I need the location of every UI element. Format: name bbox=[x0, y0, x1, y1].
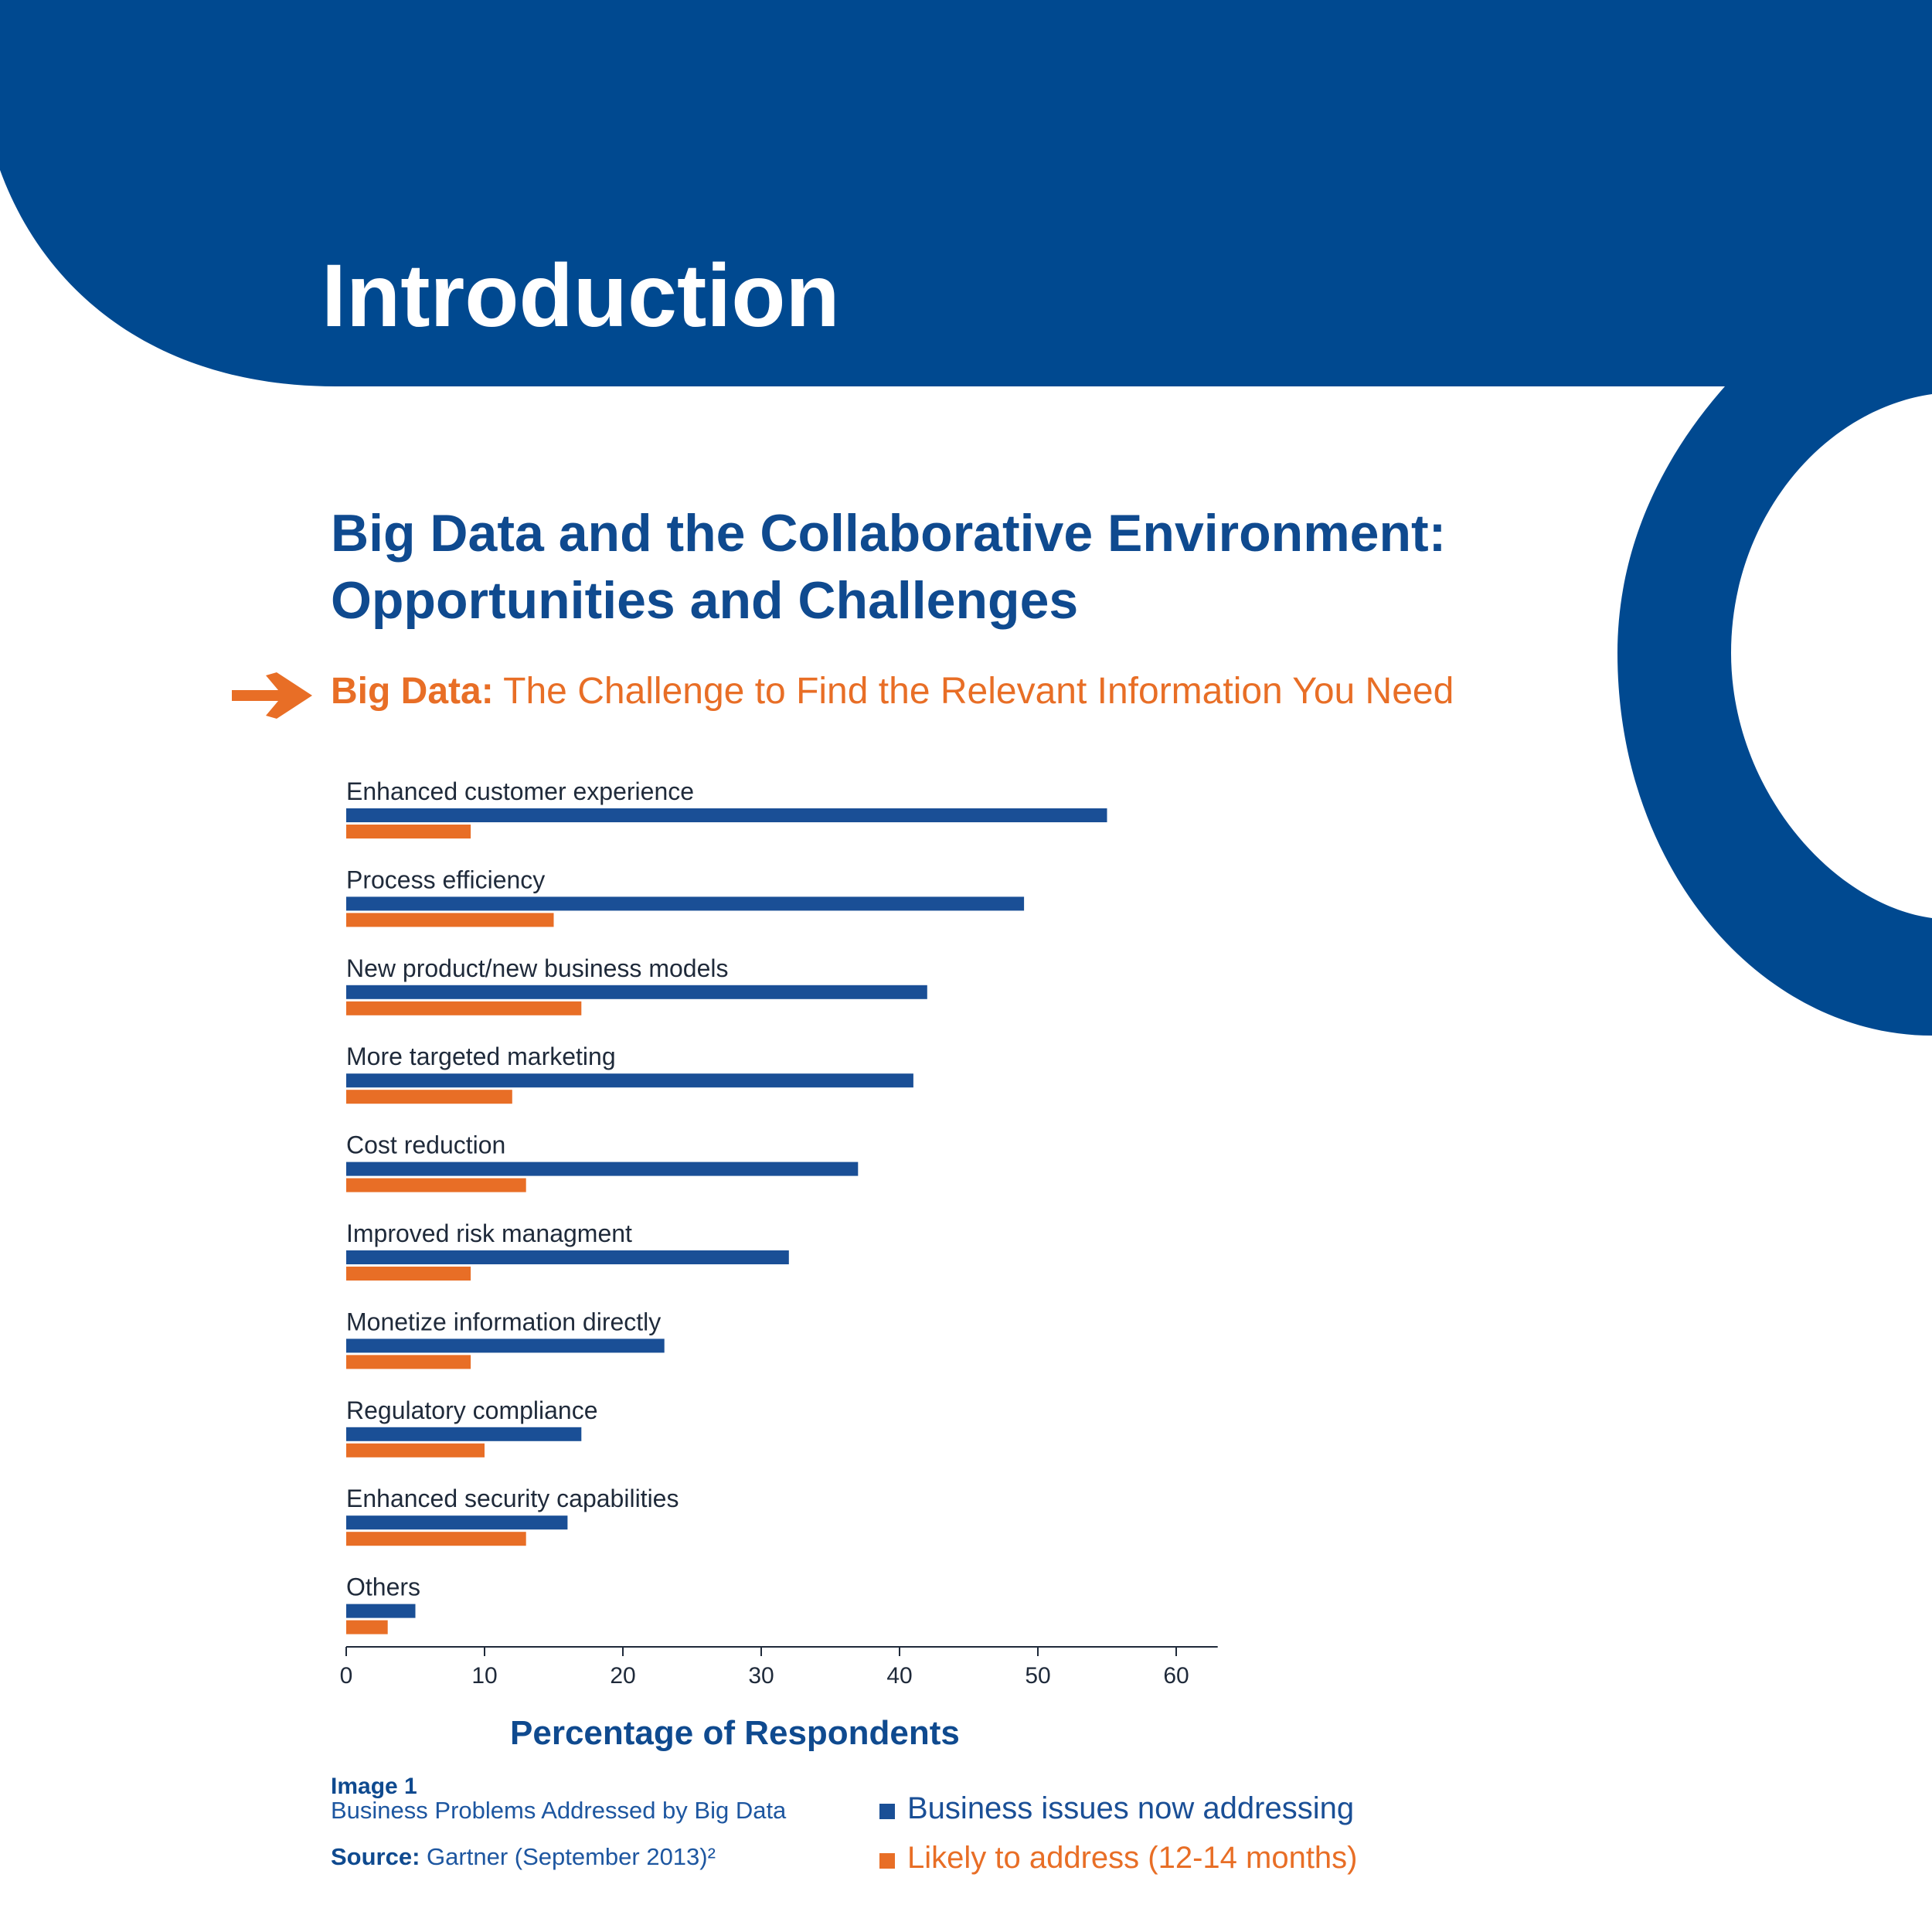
bar-likely-to-address bbox=[346, 1178, 526, 1192]
arrow-right-icon bbox=[232, 672, 312, 719]
bar-now-addressing bbox=[346, 1427, 582, 1441]
bar-now-addressing bbox=[346, 985, 927, 999]
x-tick-label: 10 bbox=[471, 1663, 497, 1689]
category-label: Monetize information directly bbox=[346, 1308, 661, 1335]
section-title-text: The Challenge to Find the Relevant Infor… bbox=[503, 671, 1454, 712]
legend-swatch-likely bbox=[879, 1853, 895, 1869]
category-label: New product/new business models bbox=[346, 954, 728, 982]
bar-likely-to-address bbox=[346, 1620, 388, 1634]
bar-now-addressing bbox=[346, 1162, 859, 1176]
x-axis-title: Percentage of Respondents bbox=[510, 1714, 960, 1752]
legend-label-now: Business issues now addressing bbox=[907, 1791, 1355, 1825]
x-tick-label: 30 bbox=[748, 1663, 774, 1689]
legend-label-likely: Likely to address (12-14 months) bbox=[907, 1840, 1358, 1875]
bar-now-addressing bbox=[346, 1250, 789, 1264]
decorative-ring bbox=[1617, 386, 1932, 1036]
category-label: Enhanced customer experience bbox=[346, 777, 694, 805]
legend-item-likely: Likely to address (12-14 months) bbox=[879, 1833, 1358, 1883]
bar-likely-to-address bbox=[346, 1443, 485, 1458]
source-text: Gartner (September 2013)² bbox=[427, 1843, 716, 1870]
report-heading: Big Data and the Collaborative Environme… bbox=[331, 504, 1447, 563]
bar-now-addressing bbox=[346, 1073, 913, 1088]
chart-legend: Business issues now addressing Likely to… bbox=[879, 1784, 1358, 1883]
bar-now-addressing bbox=[346, 1515, 568, 1530]
bar-now-addressing bbox=[346, 808, 1107, 822]
bar-likely-to-address bbox=[346, 1001, 582, 1015]
bar-likely-to-address bbox=[346, 1267, 471, 1281]
bar-likely-to-address bbox=[346, 1355, 471, 1369]
x-tick-label: 60 bbox=[1163, 1663, 1189, 1689]
bar-now-addressing bbox=[346, 1604, 416, 1618]
header-banner bbox=[0, 0, 1932, 386]
category-label: Cost reduction bbox=[346, 1131, 505, 1159]
bar-likely-to-address bbox=[346, 1090, 512, 1104]
x-tick-label: 40 bbox=[886, 1663, 912, 1689]
report-subheading: Opportunities and Challenges bbox=[331, 571, 1079, 630]
category-label: Others bbox=[346, 1573, 420, 1601]
source-label: Source: bbox=[331, 1843, 420, 1870]
bar-likely-to-address bbox=[346, 1532, 526, 1546]
category-label: Enhanced security capabilities bbox=[346, 1485, 679, 1512]
page-title: Introduction bbox=[321, 247, 840, 345]
bar-likely-to-address bbox=[346, 825, 471, 838]
legend-item-now: Business issues now addressing bbox=[879, 1784, 1358, 1833]
category-label: Process efficiency bbox=[346, 866, 545, 893]
caption-text: Business Problems Addressed by Big Data bbox=[331, 1797, 787, 1824]
category-label: Improved risk managment bbox=[346, 1219, 632, 1247]
category-label: More targeted marketing bbox=[346, 1043, 616, 1070]
source-line: Source: Gartner (September 2013)² bbox=[331, 1843, 716, 1871]
bar-now-addressing bbox=[346, 896, 1025, 911]
caption-title: Image 1 bbox=[331, 1774, 417, 1799]
x-tick-label: 50 bbox=[1025, 1663, 1050, 1689]
x-tick-label: 0 bbox=[340, 1663, 353, 1689]
legend-swatch-now bbox=[879, 1804, 895, 1819]
section-title: Big Data: The Challenge to Find the Rele… bbox=[331, 669, 1454, 714]
bar-likely-to-address bbox=[346, 913, 554, 927]
section-title-bold: Big Data: bbox=[331, 671, 494, 712]
category-label: Regulatory compliance bbox=[346, 1396, 598, 1424]
bar-now-addressing bbox=[346, 1338, 665, 1353]
x-tick-label: 20 bbox=[610, 1663, 635, 1689]
